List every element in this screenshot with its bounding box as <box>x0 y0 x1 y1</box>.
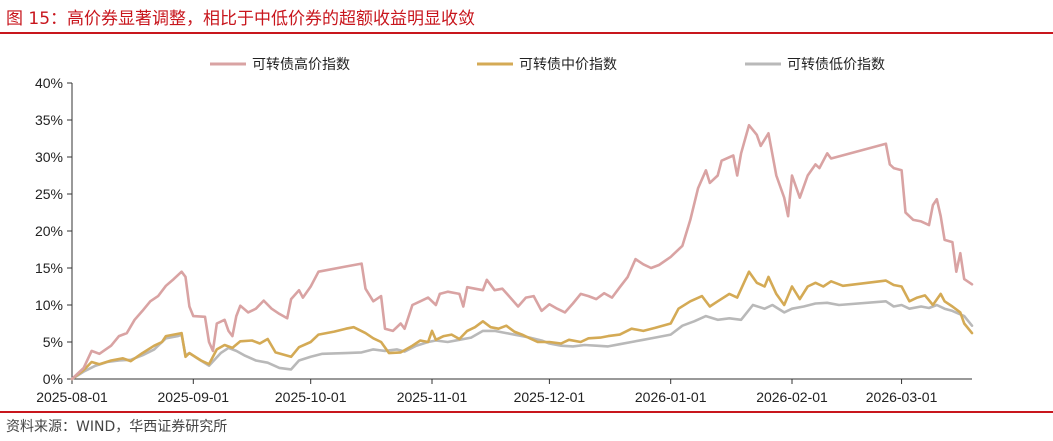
chart-legend: 可转债高价指数 可转债中价指数 可转债低价指数 <box>210 56 885 73</box>
x-tick-label: 2025-12-01 <box>514 389 586 405</box>
chart-series <box>70 123 974 381</box>
y-tick-label: 0% <box>43 371 63 387</box>
y-tick-label: 30% <box>35 149 63 165</box>
series-line-low <box>70 300 974 381</box>
x-tick-label: 2026-01-01 <box>635 389 707 405</box>
y-tick-label: 35% <box>35 112 63 128</box>
x-tick-label: 2026-03-01 <box>866 389 938 405</box>
y-tick-label: 15% <box>35 260 63 276</box>
y-tick-label: 20% <box>35 223 63 239</box>
y-tick-label: 5% <box>43 334 63 350</box>
y-tick-label: 40% <box>35 75 63 91</box>
x-tick-label: 2025-09-01 <box>157 389 229 405</box>
y-tick-label: 10% <box>35 297 63 313</box>
x-tick-label: 2025-11-01 <box>397 389 468 405</box>
chart-axes: 0% 5% 10% 15% 20% 25% 30% 35% 40% 2025-08-01 2025-… <box>35 75 972 405</box>
title-rule <box>0 32 1053 34</box>
source-rule <box>0 411 1053 413</box>
figure-title: 图 15：高价券显著调整，相比于中低价券的超额收益明显收敛 <box>6 9 476 29</box>
legend-label: 可转债高价指数 <box>252 56 350 73</box>
x-tick-label: 2025-08-01 <box>36 389 108 405</box>
legend-label: 可转债中价指数 <box>519 57 617 73</box>
source-note: 资料来源：WIND，华西证券研究所 <box>6 419 228 435</box>
series-line-high <box>70 123 974 381</box>
series-line-mid <box>70 270 974 381</box>
x-tick-label: 2026-02-01 <box>756 389 828 405</box>
legend-label: 可转债低价指数 <box>787 57 885 73</box>
y-tick-label: 25% <box>35 186 63 202</box>
x-tick-label: 2025-10-01 <box>275 389 347 405</box>
